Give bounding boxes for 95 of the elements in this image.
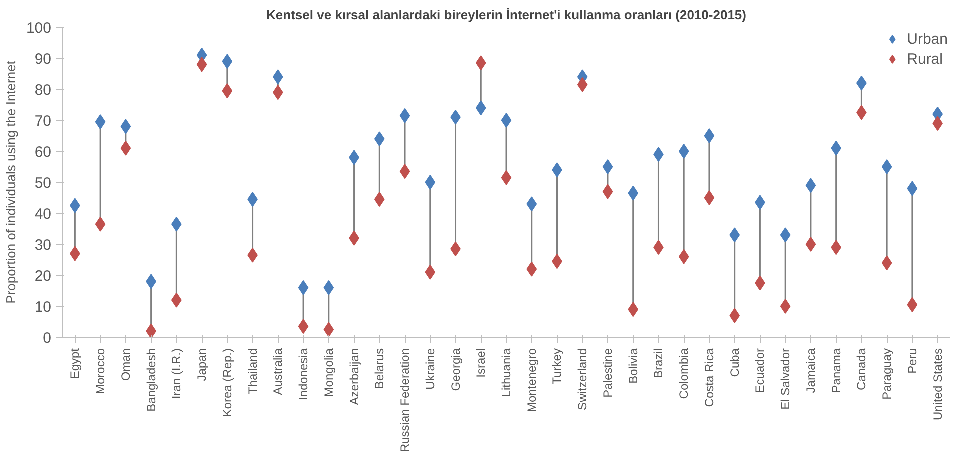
x-tick-label: Ecuador [753,348,768,394]
point [374,192,385,208]
y-tick-label: 80 [34,82,52,99]
x-tick-label: Egypt [68,348,82,380]
x-tick-label: Lithuania [500,348,514,398]
chart-title: Kentsel ve kırsal alanlardaki bireylerin İnternet'i kullanma oranları (2010-2015) [266,8,746,22]
point [476,100,486,116]
point [602,184,614,200]
point [501,113,512,128]
point [95,114,106,130]
point [196,57,208,72]
x-tick-label: Mongolia [322,348,336,398]
x-tick-label: Azerbaijan [347,348,362,406]
point [146,324,156,338]
point [907,297,918,312]
point [95,216,106,232]
point [425,264,436,280]
x-tick-label: Israel [474,348,488,378]
x-tick-label: Japan [195,348,210,382]
x-tick-label: Montenegro [524,348,539,413]
point [120,140,132,156]
y-tick-label: 0 [43,330,52,347]
point [806,237,816,252]
x-tick-label: Jamaica [804,348,818,394]
point [730,228,740,243]
x-tick-label: Panama [829,348,844,394]
x-tick-label: Morocco [94,348,108,395]
x-tick-label: Turkey [550,348,564,385]
point [780,299,791,314]
point [501,170,512,186]
x-tick-label: Brazil [652,348,666,379]
point [730,308,740,324]
y-tick-label: 70 [34,113,52,130]
x-tick-label: Korea (Rep.) [220,348,234,418]
point [678,249,690,264]
y-tick-label: 60 [34,144,52,161]
point [628,186,639,201]
x-tick-label: Russian Federation [398,348,412,453]
point [120,119,132,134]
point [526,262,538,277]
point [602,160,614,174]
point [324,322,334,338]
point [704,190,715,206]
x-tick-label: Georgia [448,348,463,392]
point [526,196,538,212]
point [577,77,588,92]
point [678,144,690,159]
x-tick-label: Canada [854,348,869,391]
y-tick-label: 100 [26,20,52,37]
point [222,54,233,70]
point [400,164,410,180]
legend-label: Urban [907,30,948,48]
point [272,85,284,100]
y-tick-label: 40 [34,206,52,223]
y-tick-label: 30 [34,237,52,254]
x-tick-label: Indonesia [296,348,311,401]
x-tick-label: Ukraine [423,348,438,390]
x-tick-label: Bolivia [626,348,640,384]
x-tick-label: Switzerland [576,348,590,411]
x-tick-label: Australia [271,348,286,396]
point [272,70,284,85]
x-tick-label: El Salvador [778,348,793,410]
point [400,108,410,124]
x-tick-label: Paraguay [880,348,894,400]
point [298,280,309,296]
x-tick-label: Thailand [246,348,260,395]
x-tick-label: Oman [118,348,133,382]
point [907,181,918,196]
point [374,132,385,147]
y-tick-label: 90 [34,51,52,68]
y-tick-label: 10 [34,299,52,316]
y-tick-label: 50 [34,175,52,192]
x-tick-label: Belarus [372,348,387,390]
point [324,280,334,296]
point [704,128,715,144]
x-tick-label: Cuba [728,348,742,378]
point [476,56,486,71]
x-tick-label: Bangladesh [144,348,158,412]
y-tick-label: 20 [34,268,52,285]
point [222,84,233,99]
x-tick-label: Palestine [600,348,615,398]
legend-label: Rural [907,50,943,68]
y-axis-title: Proportion of individuals using the Internet [3,60,18,304]
x-tick-label: Costa Rica [702,348,716,408]
point [425,175,436,190]
x-tick-label: Colombia [677,348,692,400]
point [882,256,892,271]
point [298,319,309,334]
point [780,228,791,243]
x-tick-label: Iran (I.R.) [170,348,184,400]
x-tick-label: Peru [905,348,920,374]
x-tick-label: United States [930,348,945,421]
point [882,160,892,174]
point [628,302,639,318]
point [806,178,816,194]
